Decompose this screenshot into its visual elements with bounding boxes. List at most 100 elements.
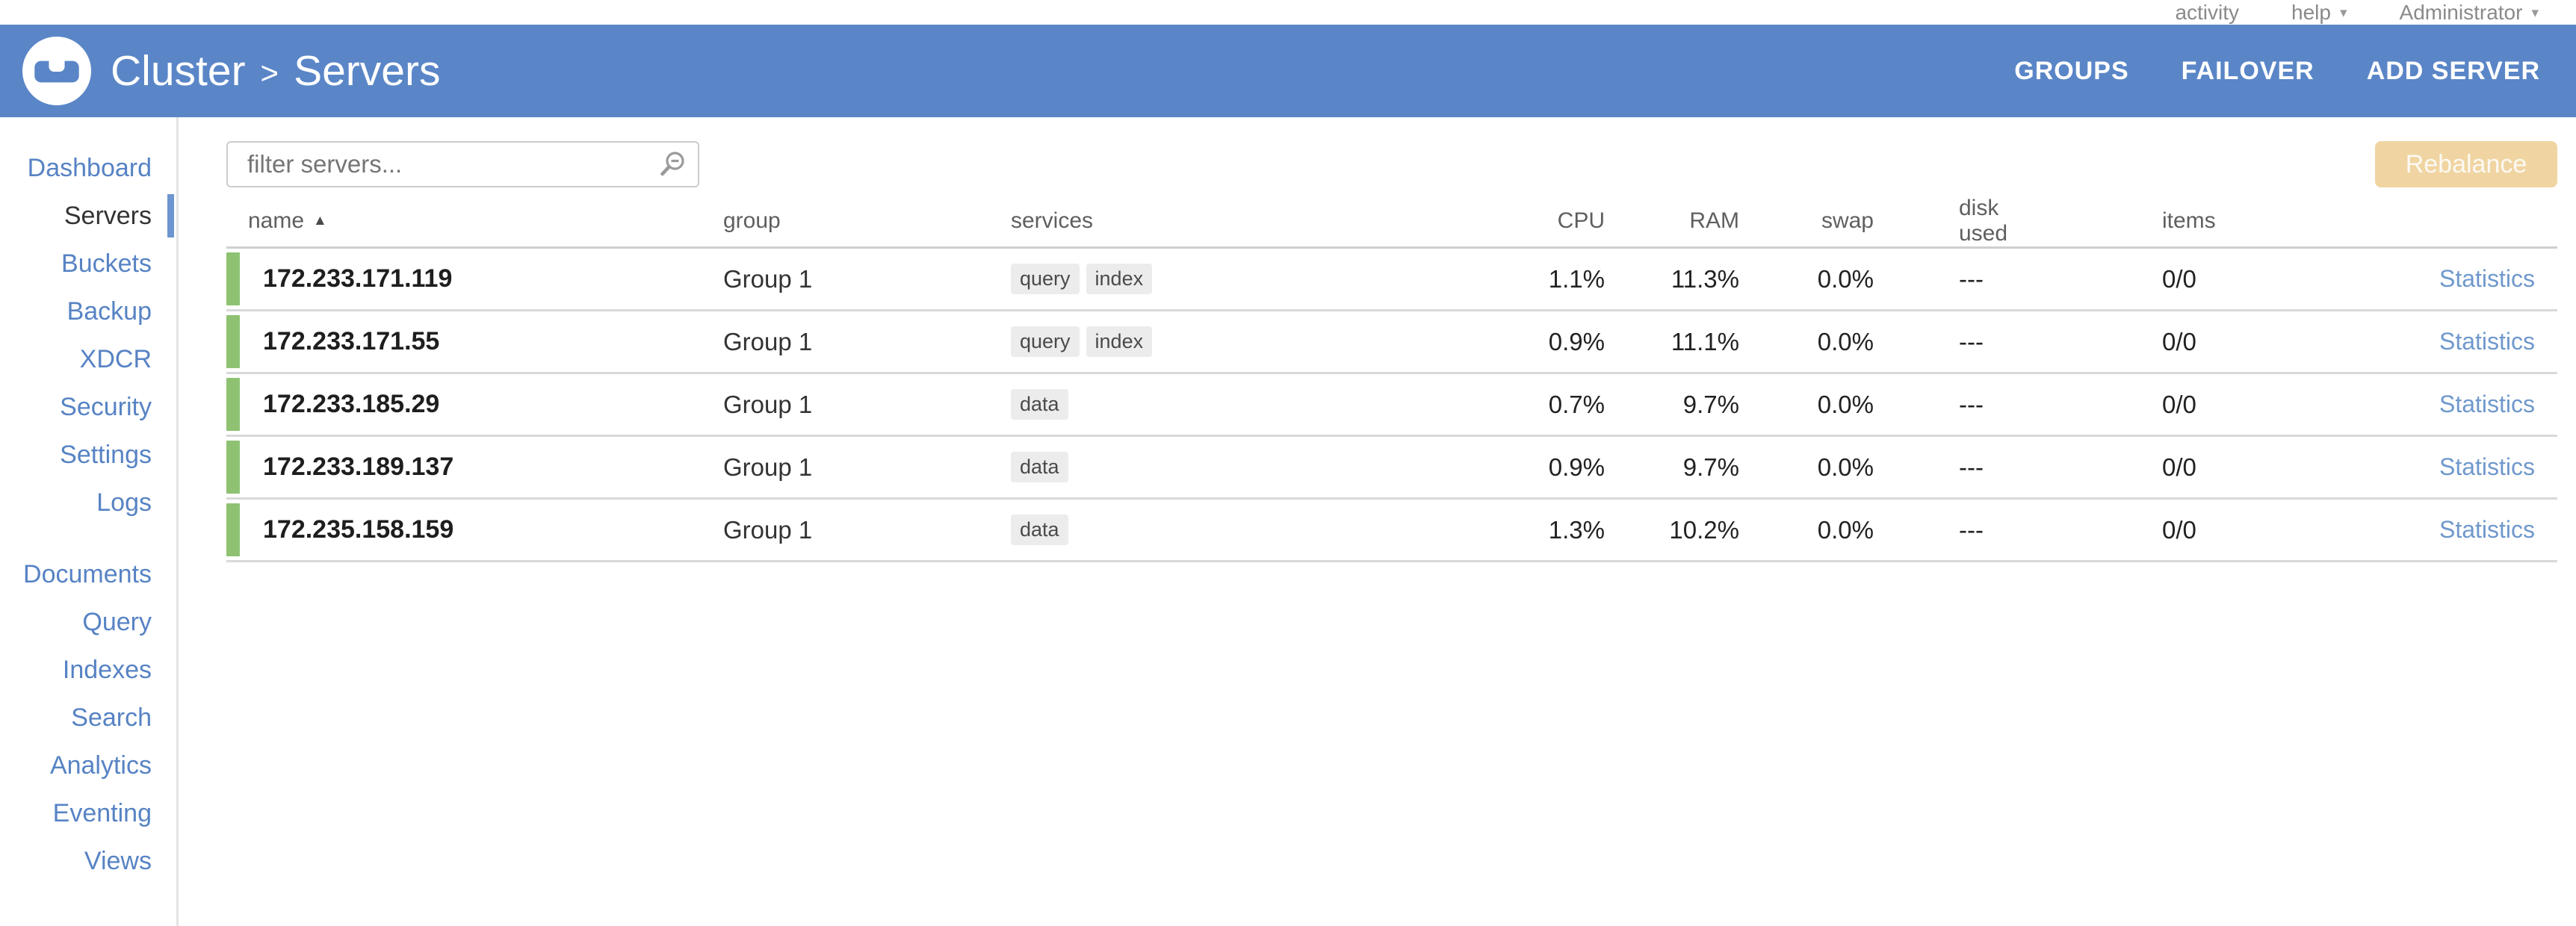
servers-toolbar: Rebalance [226,141,2557,187]
sidebar-item-query[interactable]: Query [0,598,176,646]
sidebar-nav: Dashboard Servers Buckets Backup XDCR Securit… [0,117,179,926]
table-row: 172.233.171.55 Group 1 query index 0.9% 1… [226,311,2557,374]
groups-button[interactable]: GROUPS [2014,56,2129,85]
user-label: Administrator [2399,0,2523,24]
filter-field-wrap [226,141,699,187]
column-header-services[interactable]: services [1011,208,1310,234]
sidebar-item-eventing[interactable]: Eventing [0,789,176,837]
sidebar-item-label: Documents [23,559,152,588]
statistics-link[interactable]: Statistics [2439,516,2535,543]
server-disk-used: --- [1959,453,1984,481]
sidebar-item-logs[interactable]: Logs [0,479,176,526]
column-label: CPU [1557,208,1605,233]
rebalance-button[interactable]: Rebalance [2375,141,2557,187]
sidebar-item-xdcr[interactable]: XDCR [0,335,176,383]
active-item-indicator [167,194,174,237]
table-row: 172.233.189.137 Group 1 data 0.9% 9.7% 0… [226,437,2557,500]
sidebar-item-label: Security [60,392,152,421]
server-health-indicator [226,252,240,305]
service-badge: index [1086,264,1153,294]
activity-link[interactable]: activity [2175,0,2240,24]
statistics-link[interactable]: Statistics [2439,328,2535,355]
sidebar-item-label: Servers [64,201,152,230]
sidebar-item-label: Backup [66,296,152,326]
servers-table: name ▲ group services CPU RAM swap disk … [226,195,2557,562]
sidebar-item-security[interactable]: Security [0,383,176,431]
activity-label: activity [2175,0,2240,24]
server-disk-used: --- [1959,515,1984,544]
column-label: services [1011,208,1094,233]
server-ram: 11.3% [1671,264,1739,293]
column-label: swap [1821,208,1874,233]
server-cpu: 1.3% [1548,515,1605,544]
server-statistics-cell: Statistics [2206,437,2557,497]
sidebar-item-search[interactable]: Search [0,694,176,742]
server-items: 0/0 [2162,327,2196,355]
couchbase-logo-icon [22,37,91,105]
server-name: 172.233.185.29 [263,390,440,418]
breadcrumb: Cluster > Servers [111,46,440,96]
server-services: data [1011,437,1310,497]
help-menu[interactable]: help ▾ [2291,0,2347,24]
sidebar-item-servers[interactable]: Servers [0,192,176,240]
servers-table-header: name ▲ group services CPU RAM swap disk … [226,195,2557,249]
server-statistics-cell: Statistics [2206,374,2557,435]
sidebar-item-label: Search [71,703,152,732]
statistics-link[interactable]: Statistics [2439,265,2535,292]
sidebar-primary-list: Dashboard Servers Buckets Backup XDCR Securit… [0,144,176,526]
column-header-cpu[interactable]: CPU [1310,208,1605,234]
server-name: 172.233.171.55 [263,327,440,355]
server-cpu: 0.9% [1548,327,1605,355]
filter-servers-input[interactable] [226,141,699,187]
sidebar-item-documents[interactable]: Documents [0,550,176,598]
server-group: Group 1 [723,515,813,544]
server-name: 172.233.189.137 [263,453,454,481]
server-swap: 0.0% [1817,515,1874,544]
add-server-button[interactable]: ADD SERVER [2366,56,2540,85]
sidebar-item-label: Analytics [49,751,152,780]
failover-button[interactable]: FAILOVER [2181,56,2315,85]
chevron-down-icon: ▾ [2339,5,2347,21]
sidebar-item-indexes[interactable]: Indexes [0,646,176,694]
column-header-items[interactable]: items [2053,208,2216,234]
user-menu[interactable]: Administrator ▾ [2399,0,2539,24]
column-label: disk used [1959,195,2008,246]
sidebar-item-label: Logs [96,488,152,517]
sidebar-item-buckets[interactable]: Buckets [0,240,176,288]
table-row: 172.235.158.159 Group 1 data 1.3% 10.2% … [226,500,2557,562]
server-disk-used: --- [1959,390,1984,418]
column-header-swap[interactable]: swap [1739,208,1874,234]
sidebar-item-analytics[interactable]: Analytics [0,742,176,789]
help-label: help [2291,0,2331,24]
column-header-ram[interactable]: RAM [1605,208,1739,234]
servers-page: Rebalance name ▲ group services CPU RAM … [179,117,2576,926]
statistics-link[interactable]: Statistics [2439,453,2535,480]
column-label: items [2162,208,2216,233]
column-header-group[interactable]: group [712,208,1011,234]
server-statistics-cell: Statistics [2206,249,2557,309]
sidebar-item-settings[interactable]: Settings [0,431,176,479]
server-services: query index [1011,311,1310,372]
statistics-link[interactable]: Statistics [2439,391,2535,417]
sidebar-item-backup[interactable]: Backup [0,288,176,335]
server-cpu: 0.9% [1548,453,1605,481]
server-health-indicator [226,378,240,431]
sidebar-item-label: Views [84,846,152,875]
sidebar-item-views[interactable]: Views [0,837,176,885]
sidebar-item-label: Buckets [61,249,152,278]
server-statistics-cell: Statistics [2206,311,2557,372]
server-items: 0/0 [2162,453,2196,481]
sidebar-item-label: Query [82,607,152,636]
server-services: data [1011,500,1310,560]
server-swap: 0.0% [1817,453,1874,481]
sidebar-item-dashboard[interactable]: Dashboard [0,144,176,192]
server-cpu: 0.7% [1548,390,1605,418]
server-ram: 9.7% [1682,453,1739,481]
sidebar-item-label: Dashboard [27,153,152,182]
column-header-disk-used[interactable]: disk used [1874,196,2053,246]
utility-bar: activity help ▾ Administrator ▾ [0,0,2576,25]
server-items: 0/0 [2162,390,2196,418]
column-header-name[interactable]: name ▲ [226,208,712,234]
breadcrumb-cluster: Cluster [111,47,246,95]
server-ram: 10.2% [1669,515,1739,544]
